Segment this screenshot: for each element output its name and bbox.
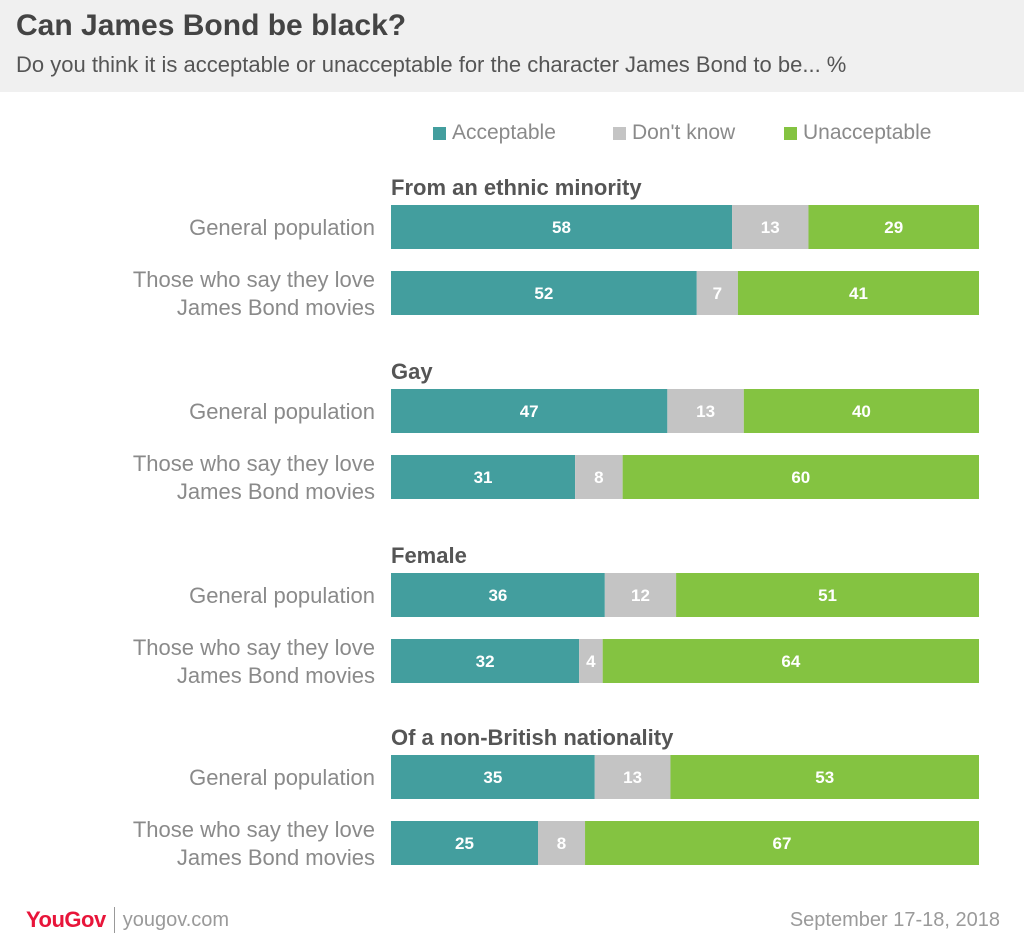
bar-segment-of-a-non-british-nationality-row-1-unacceptable — [670, 755, 979, 799]
bar-segment-gay-row-1-don-t-know — [667, 389, 744, 433]
group-title-from-an-ethnic-minority: From an ethnic minority — [391, 175, 642, 200]
bar-segment-gay-row-1-unacceptable — [743, 389, 979, 433]
group-title-of-a-non-british-nationality: Of a non-British nationality — [391, 725, 674, 750]
legend-swatch-unacceptable — [784, 126, 797, 140]
value-label-gay-row-1-don-t-know: 13 — [696, 402, 715, 421]
value-label-female-row-1-acceptable: 36 — [488, 586, 507, 605]
chart-subtitle: Do you think it is acceptable or unaccep… — [16, 52, 847, 77]
header-band: Can James Bond be black? Do you think it… — [0, 0, 1024, 92]
row-label-from-an-ethnic-minority-row-2-line-1: Those who say they love — [133, 267, 375, 292]
bar-segment-female-row-2-don-t-know — [579, 639, 603, 683]
value-label-gay-row-1-unacceptable: 40 — [852, 402, 871, 421]
bar-segment-of-a-non-british-nationality-row-2-don-t-know — [538, 821, 586, 865]
legend: Acceptable Don't know Unacceptable — [0, 118, 1024, 148]
bar-segment-from-an-ethnic-minority-row-2-don-t-know — [696, 271, 738, 315]
brand-url: yougov.com — [122, 908, 230, 931]
value-label-from-an-ethnic-minority-row-2-acceptable: 52 — [534, 284, 553, 303]
value-label-female-row-2-unacceptable: 64 — [781, 652, 800, 671]
legend-label-dont-know: Don't know — [632, 121, 736, 144]
row-label-gay-row-2-line-1: Those who say they love — [133, 451, 375, 476]
value-label-of-a-non-british-nationality-row-1-don-t-know: 13 — [623, 768, 642, 787]
value-label-of-a-non-british-nationality-row-1-unacceptable: 53 — [815, 768, 834, 787]
value-label-gay-row-2-unacceptable: 60 — [791, 468, 810, 487]
value-label-female-row-2-acceptable: 32 — [476, 652, 495, 671]
bar-segment-female-row-2-acceptable — [391, 639, 580, 683]
row-label-female-row-2-line-2: James Bond movies — [177, 663, 375, 688]
yougov-logo: YouGov — [26, 907, 106, 932]
bar-segment-female-row-1-unacceptable — [676, 573, 979, 617]
footer-brand: YouGov yougov.com — [26, 905, 229, 935]
legend-label-unacceptable: Unacceptable — [803, 121, 932, 144]
legend-swatch-acceptable — [433, 126, 446, 140]
stacked-bar-chart: From an ethnic minority General populatio… — [133, 175, 979, 870]
value-label-female-row-1-unacceptable: 51 — [818, 586, 837, 605]
group-title-gay: Gay — [391, 359, 433, 384]
bar-segment-gay-row-2-acceptable — [391, 455, 576, 499]
value-label-from-an-ethnic-minority-row-1-unacceptable: 29 — [884, 218, 903, 237]
row-label-gay-row-1-line-1: General population — [189, 399, 375, 424]
row-label-of-a-non-british-nationality-row-2-line-1: Those who say they love — [133, 817, 375, 842]
brand-divider — [113, 907, 115, 933]
bar-segment-gay-row-2-don-t-know — [575, 455, 623, 499]
row-label-of-a-non-british-nationality-row-2-line-2: James Bond movies — [177, 845, 375, 870]
bar-segment-from-an-ethnic-minority-row-1-unacceptable — [808, 205, 979, 249]
bar-segment-from-an-ethnic-minority-row-1-don-t-know — [732, 205, 809, 249]
value-label-of-a-non-british-nationality-row-2-don-t-know: 8 — [557, 834, 566, 853]
value-label-gay-row-1-acceptable: 47 — [520, 402, 539, 421]
value-label-from-an-ethnic-minority-row-1-acceptable: 58 — [552, 218, 571, 237]
value-label-from-an-ethnic-minority-row-2-don-t-know: 7 — [713, 284, 722, 303]
value-label-of-a-non-british-nationality-row-2-unacceptable: 67 — [773, 834, 792, 853]
legend-swatch-dont-know — [613, 126, 626, 140]
value-label-gay-row-2-acceptable: 31 — [474, 468, 493, 487]
bar-segment-gay-row-1-acceptable — [391, 389, 668, 433]
row-label-of-a-non-british-nationality-row-1-line-1: General population — [189, 765, 375, 790]
value-label-female-row-1-don-t-know: 12 — [631, 586, 650, 605]
bar-segment-gay-row-2-unacceptable — [622, 455, 979, 499]
bar-segment-female-row-1-acceptable — [391, 573, 605, 617]
row-label-from-an-ethnic-minority-row-1-line-1: General population — [189, 215, 375, 240]
value-label-of-a-non-british-nationality-row-2-acceptable: 25 — [455, 834, 474, 853]
bar-segment-female-row-2-unacceptable — [602, 639, 979, 683]
legend-label-acceptable: Acceptable — [452, 121, 556, 144]
bar-segment-of-a-non-british-nationality-row-1-acceptable — [391, 755, 595, 799]
row-label-female-row-2-line-1: Those who say they love — [133, 635, 375, 660]
legend-item-dont-know: Don't know — [613, 118, 735, 148]
bar-segment-of-a-non-british-nationality-row-2-unacceptable — [585, 821, 979, 865]
bar-segment-of-a-non-british-nationality-row-1-don-t-know — [594, 755, 671, 799]
value-label-of-a-non-british-nationality-row-1-acceptable: 35 — [483, 768, 502, 787]
value-label-from-an-ethnic-minority-row-2-unacceptable: 41 — [849, 284, 868, 303]
bar-segment-from-an-ethnic-minority-row-2-acceptable — [391, 271, 697, 315]
row-label-female-row-1-line-1: General population — [189, 583, 375, 608]
value-label-gay-row-2-don-t-know: 8 — [594, 468, 603, 487]
legend-item-unacceptable: Unacceptable — [784, 118, 931, 148]
row-label-gay-row-2-line-2: James Bond movies — [177, 479, 375, 504]
value-label-female-row-2-don-t-know: 4 — [586, 652, 596, 671]
row-label-from-an-ethnic-minority-row-2-line-2: James Bond movies — [177, 295, 375, 320]
group-title-female: Female — [391, 543, 467, 568]
legend-item-acceptable: Acceptable — [433, 118, 556, 148]
bar-segment-from-an-ethnic-minority-row-2-unacceptable — [737, 271, 979, 315]
value-label-from-an-ethnic-minority-row-1-don-t-know: 13 — [761, 218, 780, 237]
chart-title: Can James Bond be black? — [16, 9, 407, 42]
bar-segment-from-an-ethnic-minority-row-1-acceptable — [391, 205, 733, 249]
footer-date: September 17-18, 2018 — [789, 909, 1000, 931]
bar-segment-of-a-non-british-nationality-row-2-acceptable — [391, 821, 538, 865]
bar-segment-female-row-1-don-t-know — [604, 573, 677, 617]
